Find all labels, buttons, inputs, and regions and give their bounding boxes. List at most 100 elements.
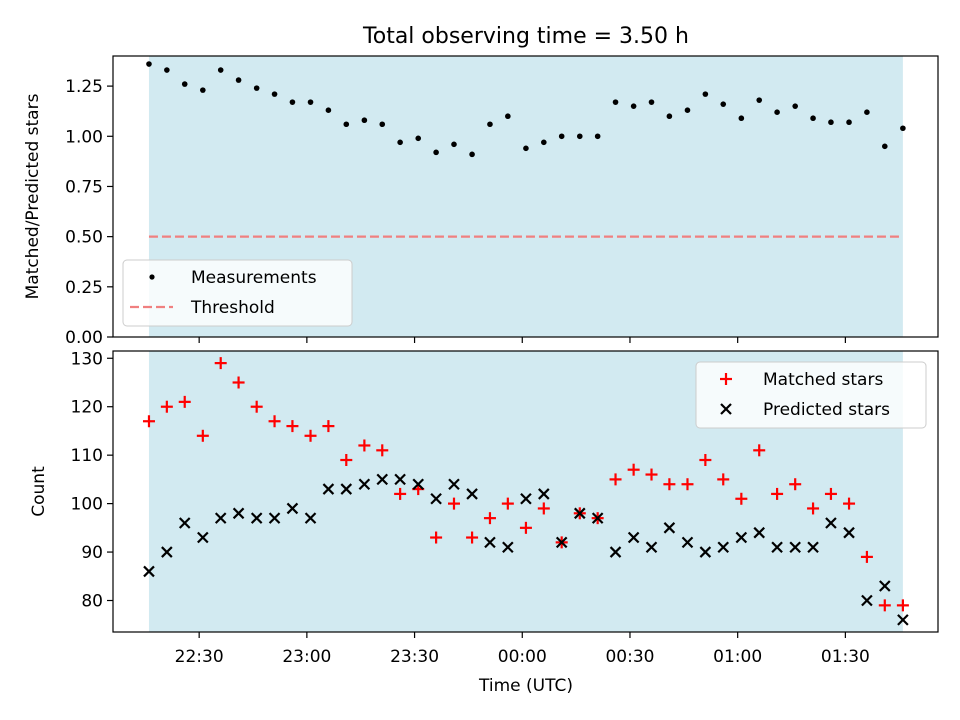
measurement-point	[900, 125, 906, 132]
measurement-point	[487, 121, 493, 128]
x-axis-label: Time (UTC)	[478, 676, 573, 696]
predicted-star-point	[143, 565, 155, 578]
predicted-stars-points	[143, 473, 909, 626]
matched-star-point	[753, 444, 766, 457]
measurement-point	[810, 115, 816, 122]
measurement-point	[846, 119, 852, 126]
top-x-ticks	[198, 337, 846, 343]
predicted-star-point	[538, 488, 550, 500]
predicted-star-point	[591, 512, 604, 524]
predicted-star-point	[717, 541, 730, 553]
matched-star-point	[519, 521, 532, 534]
predicted-star-point	[771, 541, 783, 553]
predicted-star-point	[268, 512, 281, 524]
matched-star-point	[699, 454, 712, 467]
predicted-star-point	[663, 522, 676, 534]
legend-measurements-marker	[149, 274, 155, 280]
matched-star-point	[394, 487, 407, 500]
matched-star-point	[807, 502, 820, 515]
matched-star-point	[214, 357, 227, 370]
matched-star-point	[196, 429, 209, 442]
matched-star-point	[447, 497, 460, 510]
measurement-point	[756, 97, 763, 103]
bottom-legend: Matched stars Predicted stars	[695, 361, 927, 429]
legend-measurements-label: Measurements	[191, 268, 317, 288]
top-y-axis-label: Matched/Predicted stars	[23, 93, 43, 299]
predicted-star-point	[340, 483, 353, 495]
matched-star-point	[824, 487, 837, 500]
predicted-star-point	[502, 541, 514, 553]
measurement-point	[523, 145, 529, 152]
measurement-point	[558, 133, 565, 140]
matched-star-point	[483, 512, 496, 525]
bottom-x-ticks: 22:30 23:00 23:30 00:00 00:30 01:00 01:30	[175, 632, 870, 667]
predicted-star-point	[735, 531, 748, 544]
matched-star-point	[609, 473, 622, 486]
measurement-points	[146, 61, 906, 158]
predicted-star-point	[753, 526, 765, 539]
measurement-point	[828, 119, 834, 126]
measurement-point	[576, 133, 583, 140]
measurement-point	[541, 139, 547, 146]
predicted-star-point	[574, 507, 586, 520]
predicted-star-point	[609, 546, 622, 558]
matched-star-point	[232, 376, 245, 389]
measurement-point	[164, 67, 170, 73]
y-tick-label: 1.00	[65, 127, 103, 147]
top-y-ticks: 0.00 0.25 0.50 0.75 1.00 1.25	[65, 77, 113, 348]
measurement-point	[343, 121, 350, 128]
predicted-star-point	[789, 541, 801, 553]
measurement-point	[235, 77, 242, 83]
y-tick-label: 0.25	[65, 278, 103, 298]
y-tick-label: 80	[81, 592, 103, 612]
matched-star-point	[340, 454, 353, 467]
matched-star-point	[160, 400, 173, 413]
measurement-point	[217, 67, 224, 73]
top-axes-frame	[112, 55, 939, 338]
predicted-star-point	[645, 541, 658, 553]
predicted-star-point	[376, 473, 389, 486]
matched-star-point	[843, 497, 856, 510]
top-legend: Measurements Threshold	[122, 259, 353, 327]
legend-threshold-label: Threshold	[190, 298, 275, 318]
legend-matched-label: Matched stars	[763, 370, 883, 390]
measurement-point	[415, 135, 422, 142]
measurement-point	[451, 141, 457, 148]
measurement-point	[379, 121, 386, 128]
predicted-star-point	[304, 512, 317, 524]
matched-star-point	[681, 478, 694, 491]
measurement-point	[200, 87, 206, 93]
measurement-point	[271, 91, 278, 97]
matched-stars-points	[142, 357, 909, 612]
measurement-point	[702, 91, 709, 97]
matched-star-point	[771, 487, 784, 500]
x-tick-label: 22:30	[175, 647, 224, 667]
predicted-star-point	[412, 478, 425, 491]
matched-star-point	[250, 400, 263, 413]
matched-star-point	[304, 429, 317, 442]
y-tick-label: 130	[71, 349, 103, 369]
legend-matched-marker	[720, 373, 732, 385]
matched-star-point	[178, 395, 191, 408]
matched-star-point	[466, 531, 479, 544]
measurement-point	[774, 109, 780, 115]
predicted-star-point	[214, 512, 227, 524]
measurement-point	[361, 117, 368, 124]
predicted-star-point	[286, 502, 299, 515]
y-tick-label: 1.25	[65, 77, 103, 97]
matched-star-point	[896, 599, 909, 612]
predicted-star-point	[861, 594, 873, 607]
predicted-star-point	[466, 488, 478, 500]
legend-predicted-marker	[720, 403, 732, 415]
y-tick-label: 100	[71, 495, 103, 515]
count-panel: 80 90 100 110 120 130 22:30 23:00 23:30 00:00 00:…	[29, 349, 939, 696]
predicted-star-point	[178, 517, 191, 529]
predicted-star-point	[520, 492, 532, 505]
matched-star-point	[358, 439, 371, 452]
predicted-star-point	[250, 512, 263, 524]
measurement-point	[505, 113, 511, 120]
predicted-star-point	[627, 531, 640, 544]
measurement-point	[612, 99, 619, 105]
ratio-panel: 0.00 0.25 0.50 0.75 1.00 1.25 Matched/Predict…	[23, 55, 939, 348]
